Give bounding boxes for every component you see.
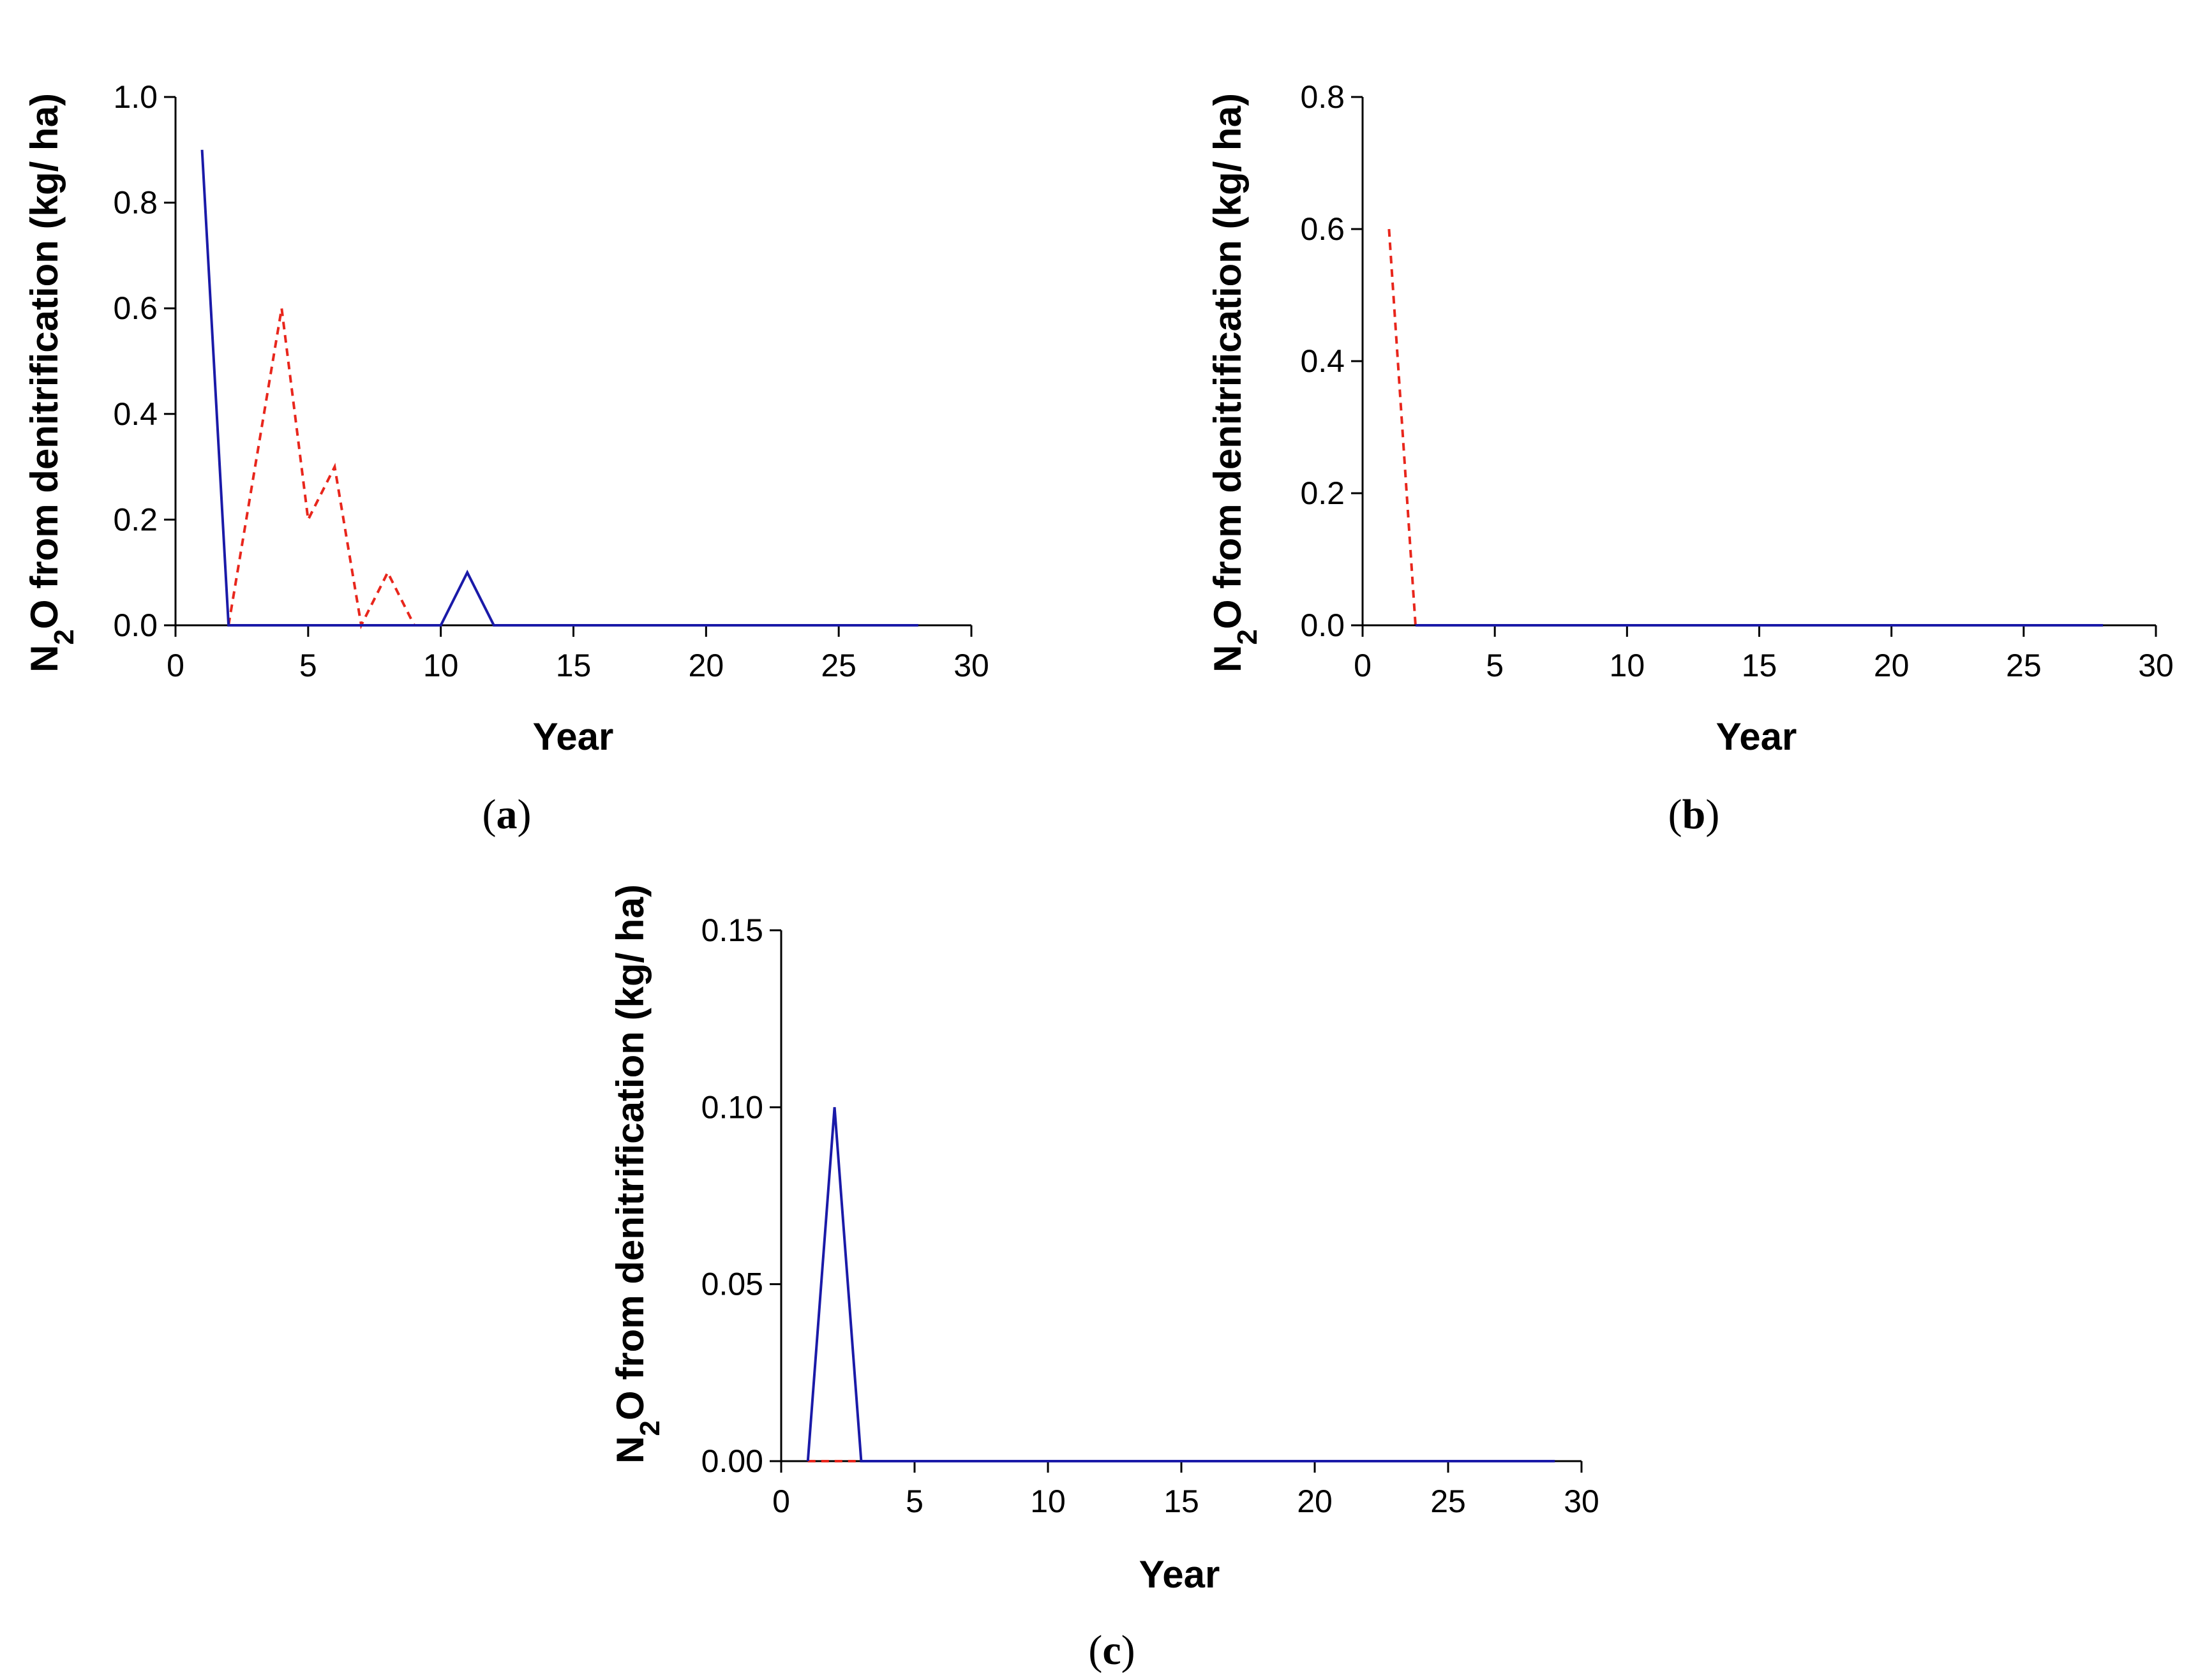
- panel-b-x-tick-label: 10: [1610, 648, 1645, 683]
- panel-a-series-blue-solid-line: [200, 149, 918, 627]
- panel-a-y-tick-label: 0.4: [113, 396, 158, 432]
- panel-c-y-tick-label: 0.10: [701, 1089, 763, 1125]
- panel-c-x-tick-label: 10: [1030, 1483, 1066, 1519]
- panel-a-y-tick-label: 0.8: [113, 185, 158, 221]
- panel-a-plot-area: 0 5 10 15 20 25 30 0.0 0.2 0.4 0.6 0.8 1.0: [113, 79, 989, 683]
- panel-c-x-tick-label: 25: [1430, 1483, 1466, 1519]
- panel-a-y-tick-label: 0.0: [113, 607, 158, 643]
- panel-b-y-axis-title: N2O from denitrification (kg/ ha): [1206, 93, 1263, 673]
- panel-a-x-tick-label: 25: [821, 648, 856, 683]
- panel-b-chart: 0 5 10 15 20 25 30 0.0 0.2 0.4 0.6 0.8 Year N2O fro…: [1206, 79, 2174, 838]
- panel-a-y-tick-label: 1.0: [113, 79, 158, 115]
- panel-a-label: (a): [482, 791, 532, 838]
- panel-c-x-tick-label: 15: [1163, 1483, 1199, 1519]
- panel-a-x-tick-label: 10: [423, 648, 459, 683]
- panel-c-y-tick-label: 0.05: [701, 1267, 763, 1302]
- panel-c-label: (c): [1088, 1627, 1135, 1674]
- panel-a-x-tick-label: 0: [167, 648, 184, 683]
- panel-b-x-tick-label: 0: [1354, 648, 1372, 683]
- panel-c-chart: 0 5 10 15 20 25 30 0.00 0.05 0.10 0.15 Year N2O fr…: [609, 884, 1599, 1674]
- panel-b-y-tick-label: 0.0: [1300, 607, 1345, 643]
- panel-b-x-tick-label: 5: [1486, 648, 1504, 683]
- panel-a-chart: 0 5 10 15 20 25 30 0.0 0.2 0.4 0.6 0.8 1.0 Year N2O …: [23, 79, 989, 838]
- panel-c-y-tick-label: 0.00: [701, 1443, 763, 1479]
- panel-b-y-tick-label: 0.8: [1300, 79, 1345, 115]
- panel-a-series-red-dashed-line: [227, 308, 415, 630]
- panel-a-x-axis-title: Year: [533, 715, 614, 758]
- panel-b-x-tick-label: 15: [1742, 648, 1777, 683]
- panel-a-y-tick-label: 0.6: [113, 290, 158, 326]
- panel-b-y-tick-label: 0.6: [1300, 211, 1345, 247]
- panel-b-plot-area: 0 5 10 15 20 25 30 0.0 0.2 0.4 0.6 0.8: [1300, 79, 2173, 683]
- panel-c-x-tick-label: 30: [1564, 1483, 1599, 1519]
- panel-c-y-tick-label: 0.15: [701, 912, 763, 948]
- panel-a-y-axis-title: N2O from denitrification (kg/ ha): [23, 93, 80, 673]
- panel-c-plot-area: 0 5 10 15 20 25 30 0.00 0.05 0.10 0.15: [701, 912, 1599, 1519]
- panel-c-y-axis-title: N2O from denitrification (kg/ ha): [609, 884, 666, 1464]
- panel-c-x-tick-label: 0: [772, 1483, 790, 1519]
- panel-b-y-tick-label: 0.4: [1300, 343, 1345, 379]
- panel-a-x-tick-label: 15: [556, 648, 592, 683]
- panel-c-x-tick-label: 20: [1297, 1483, 1333, 1519]
- panel-c-series-blue-solid-line: [806, 1107, 1555, 1462]
- panel-b-x-tick-label: 30: [2138, 648, 2174, 683]
- panel-c-x-axis-title: Year: [1139, 1553, 1220, 1596]
- panel-c-x-tick-label: 5: [906, 1483, 924, 1519]
- panel-b-x-tick-label: 25: [2006, 648, 2042, 683]
- panel-b-y-tick-label: 0.2: [1300, 475, 1345, 511]
- panel-a-y-tick-label: 0.2: [113, 502, 158, 537]
- panel-b-label: (b): [1668, 791, 1720, 838]
- panel-a-x-tick-label: 5: [299, 648, 317, 683]
- panel-a-x-tick-label: 20: [689, 648, 724, 683]
- panel-b-x-axis-title: Year: [1716, 715, 1797, 758]
- panel-b-x-tick-label: 20: [1874, 648, 1910, 683]
- panel-a-x-tick-label: 30: [953, 648, 989, 683]
- panel-b-series-red-dashed-line: [1387, 228, 1417, 626]
